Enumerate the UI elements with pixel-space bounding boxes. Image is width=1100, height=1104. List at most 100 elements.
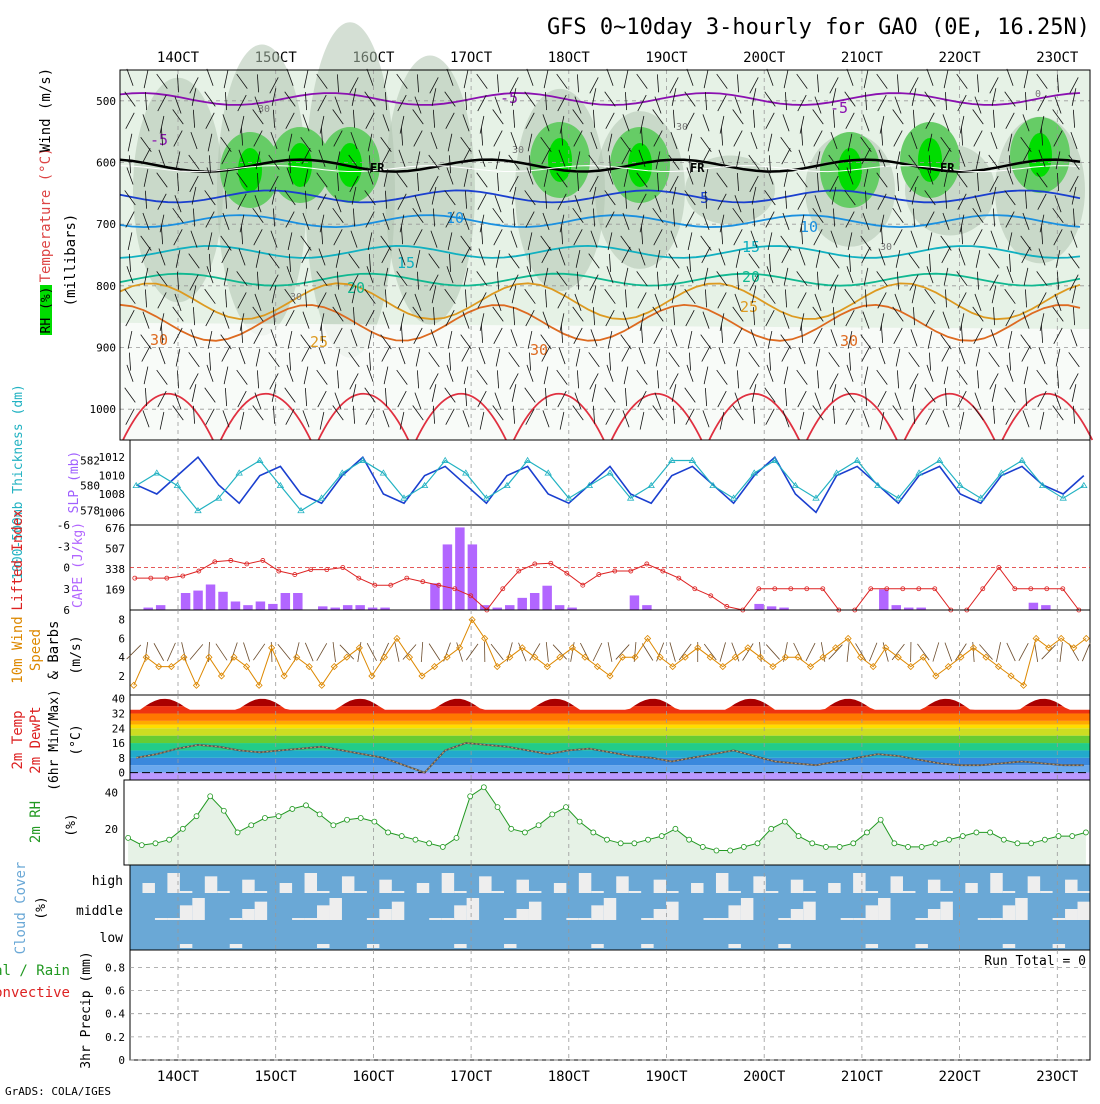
y-tick-label: 40 <box>105 787 118 800</box>
cloud-fill-bar <box>616 876 628 893</box>
bottom-date-label: 15OCT <box>255 1069 298 1085</box>
rh2m-point <box>796 834 801 839</box>
cloud-fill-bar <box>878 898 890 920</box>
cloud-units-label: (%) <box>34 896 49 919</box>
temp-band <box>130 713 1090 720</box>
cloud-fill-bar <box>853 873 865 893</box>
cape-bar <box>879 589 888 610</box>
cape-bar <box>767 606 776 610</box>
rh2m-point <box>741 844 746 849</box>
y-tick-label: 1012 <box>99 451 126 464</box>
cloud-fill-bar <box>915 918 927 920</box>
cloud-fill-bar <box>990 918 1002 920</box>
bottom-date-label: 18OCT <box>548 1069 591 1085</box>
wind10-barb <box>167 643 175 661</box>
rh2m-point <box>262 815 267 820</box>
cloud-fill-bar <box>641 944 653 948</box>
cloud-fill-bar <box>915 944 927 948</box>
cloud-fill-bar <box>1078 891 1090 893</box>
cape-bar <box>355 605 364 610</box>
cloud-fill-bar <box>1053 944 1065 948</box>
wind10-barb <box>580 643 589 661</box>
y-tick-label: 1006 <box>99 506 126 519</box>
rh2m-point <box>714 848 719 853</box>
rh2m-point <box>345 817 350 822</box>
precip-tick-label: 0.2 <box>105 1031 125 1044</box>
rh2m-point <box>413 837 418 842</box>
wind10-barb <box>1035 642 1038 662</box>
wind10-barb <box>806 643 815 661</box>
wind10-barb <box>743 644 754 661</box>
temp-band <box>130 721 1090 725</box>
cloud-fill-bar <box>828 883 840 893</box>
rh2m-point <box>563 805 568 810</box>
cloud-fill-bar <box>928 909 940 920</box>
wind10-barb <box>933 642 939 661</box>
cape-bar <box>318 606 327 610</box>
wind10-barb <box>1019 643 1028 661</box>
precip-tick-label: 0.8 <box>105 961 125 974</box>
rh2m-point <box>550 812 555 817</box>
cloud-fill-bar <box>1028 876 1040 893</box>
rh2m-point <box>208 794 213 799</box>
y-tick-label: 582 <box>80 455 100 468</box>
bottom-date-label: 20OCT <box>743 1069 786 1085</box>
wind10-barb <box>421 642 422 662</box>
cloud-fill-bar <box>666 891 678 893</box>
temp-band <box>130 743 1090 750</box>
cloud-fill-bar <box>142 883 154 893</box>
cloud-fill-bar <box>778 944 790 948</box>
rh2m-point <box>399 834 404 839</box>
li-tick-label: 0 <box>63 562 70 575</box>
wind10-barb <box>395 642 399 662</box>
temp-band <box>130 728 1090 735</box>
rh2m-units-label: (%) <box>64 813 79 836</box>
wind10-barb <box>519 643 526 662</box>
cloud-fill-bar <box>1003 905 1015 920</box>
cape-bar <box>193 591 202 610</box>
cape-bar <box>517 598 526 610</box>
rh2m-point <box>782 819 787 824</box>
cape-axis-label: CAPE (J/kg) <box>71 522 86 608</box>
rh2m-point <box>864 830 869 835</box>
bottom-date-label: 14OCT <box>157 1069 200 1085</box>
wind10-axis-label-c: & Barbs <box>46 620 62 679</box>
panel-frame <box>130 950 1090 1060</box>
minmax-axis-label: (6hr Min/Max) <box>47 689 62 791</box>
precip-convective-label: Convective <box>0 985 70 1001</box>
rh2m-point <box>249 823 254 828</box>
isotherm-label: 5 <box>700 189 709 207</box>
cloud-fill-bar <box>728 905 740 920</box>
rh2m-point <box>1056 834 1061 839</box>
wind10-barb <box>869 643 876 662</box>
cloud-fill-bar <box>317 905 329 920</box>
cloud-fill-bar <box>940 902 952 920</box>
isotherm-label: 30 <box>530 341 548 359</box>
rh2m-point <box>728 848 733 853</box>
cloud-fill-bar <box>1040 891 1052 893</box>
cloud-fill-bar <box>853 918 865 920</box>
cloud-fill-bar <box>803 891 815 893</box>
cloud-fill-bar <box>492 891 504 893</box>
cloud-fill-bar <box>529 891 541 893</box>
cloud-fill-bar <box>791 880 803 893</box>
rh2m-point <box>960 834 965 839</box>
slp-line <box>136 457 1084 512</box>
rh2m-point <box>454 835 459 840</box>
rh2m-point <box>755 841 760 846</box>
rh2m-point <box>153 841 158 846</box>
y-tick-label: 20 <box>105 823 118 836</box>
rh2m-point <box>933 841 938 846</box>
li-tick-label: 6 <box>63 604 70 617</box>
wind10-barb <box>634 642 636 662</box>
cloud-fill-bar <box>1003 891 1015 893</box>
wind10-point <box>131 682 137 688</box>
cloud-fill-bar <box>242 880 254 893</box>
cloud-fill-bar <box>666 902 678 920</box>
cloud-fill-bar <box>1053 918 1065 920</box>
rh2m-point <box>427 841 432 846</box>
wind10-barb <box>945 643 952 662</box>
